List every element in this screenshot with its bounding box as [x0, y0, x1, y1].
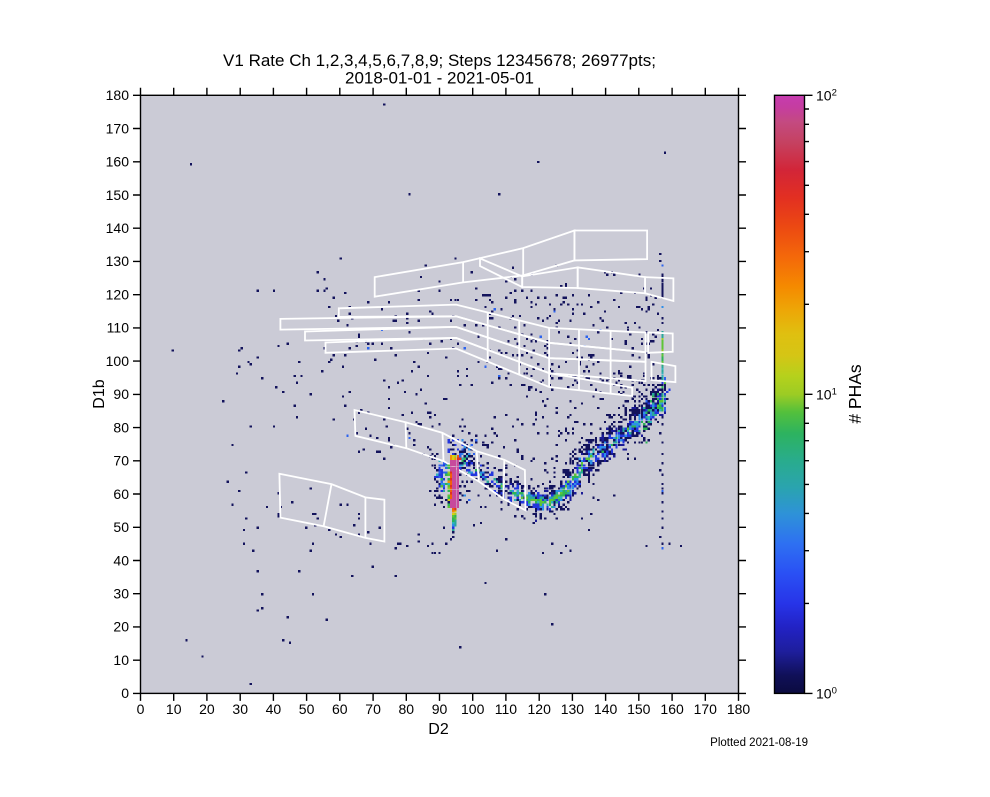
svg-text:170: 170: [694, 701, 718, 717]
svg-text:180: 180: [727, 701, 751, 717]
svg-text:50: 50: [299, 701, 315, 717]
svg-text:20: 20: [113, 619, 129, 635]
svg-text:V1 Rate Ch 1,2,3,4,5,6,7,8,9;: V1 Rate Ch 1,2,3,4,5,6,7,8,9; Steps 1234…: [223, 51, 656, 70]
svg-text:130: 130: [106, 253, 130, 269]
svg-text:120: 120: [528, 701, 552, 717]
svg-text:120: 120: [106, 287, 130, 303]
svg-text:40: 40: [266, 701, 282, 717]
svg-text:180: 180: [106, 87, 130, 103]
svg-text:30: 30: [113, 586, 129, 602]
svg-text:170: 170: [106, 120, 130, 136]
svg-text:0: 0: [137, 701, 145, 717]
svg-text:150: 150: [627, 701, 651, 717]
svg-text:160: 160: [106, 154, 130, 170]
svg-text:150: 150: [106, 187, 130, 203]
svg-text:50: 50: [113, 519, 129, 535]
svg-text:60: 60: [113, 486, 129, 502]
svg-text:90: 90: [432, 701, 448, 717]
svg-text:140: 140: [594, 701, 618, 717]
svg-text:70: 70: [365, 701, 381, 717]
svg-text:80: 80: [399, 701, 415, 717]
svg-text:D2: D2: [428, 721, 449, 738]
svg-text:130: 130: [561, 701, 585, 717]
svg-text:90: 90: [113, 386, 129, 402]
svg-text:Plotted 2021-08-19: Plotted 2021-08-19: [710, 737, 808, 749]
svg-text:100: 100: [106, 353, 130, 369]
svg-text:80: 80: [113, 419, 129, 435]
svg-text:0: 0: [121, 685, 129, 701]
svg-text:30: 30: [232, 701, 248, 717]
svg-text:110: 110: [495, 701, 518, 717]
svg-text:10: 10: [166, 701, 182, 717]
svg-text:110: 110: [107, 320, 130, 336]
svg-text:70: 70: [113, 453, 129, 469]
svg-text:D1b: D1b: [91, 379, 108, 408]
svg-text:10: 10: [113, 652, 129, 668]
svg-text:40: 40: [113, 552, 129, 568]
svg-text:100: 100: [461, 701, 485, 717]
svg-text:# PHAs: # PHAs: [845, 364, 865, 424]
svg-text:20: 20: [199, 701, 215, 717]
svg-text:60: 60: [332, 701, 348, 717]
svg-text:160: 160: [660, 701, 684, 717]
svg-text:140: 140: [106, 220, 130, 236]
svg-text:2018-01-01 - 2021-05-01: 2018-01-01 - 2021-05-01: [345, 69, 534, 88]
